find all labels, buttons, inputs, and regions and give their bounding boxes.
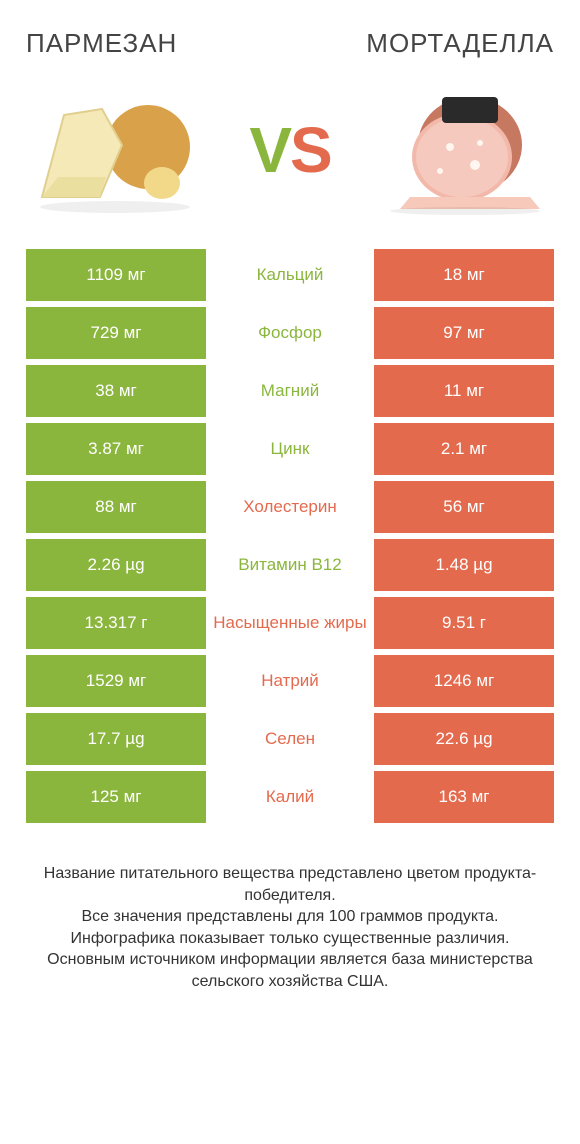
nutrient-label: Селен — [206, 713, 374, 765]
nutrient-row: 125 мгКалий163 мг — [26, 771, 554, 823]
right-value-cell: 9.51 г — [374, 597, 554, 649]
nutrient-label: Магний — [206, 365, 374, 417]
nutrient-label: Калий — [206, 771, 374, 823]
right-value-cell: 22.6 µg — [374, 713, 554, 765]
left-value-cell: 1109 мг — [26, 249, 206, 301]
nutrient-row: 88 мгХолестерин56 мг — [26, 481, 554, 533]
left-value-cell: 88 мг — [26, 481, 206, 533]
right-value-cell: 56 мг — [374, 481, 554, 533]
nutrient-row: 2.26 µgВитамин B121.48 µg — [26, 539, 554, 591]
nutrient-row: 729 мгФосфор97 мг — [26, 307, 554, 359]
left-value-cell: 1529 мг — [26, 655, 206, 707]
vs-v: V — [249, 113, 290, 187]
nutrient-row: 13.317 гНасыщенные жиры9.51 г — [26, 597, 554, 649]
nutrient-label: Кальций — [206, 249, 374, 301]
left-product-title: ПАРМЕЗАН — [26, 28, 177, 59]
left-value-cell: 3.87 мг — [26, 423, 206, 475]
nutrient-label: Фосфор — [206, 307, 374, 359]
nutrient-row: 1529 мгНатрий1246 мг — [26, 655, 554, 707]
right-value-cell: 163 мг — [374, 771, 554, 823]
right-value-cell: 1.48 µg — [374, 539, 554, 591]
nutrient-row: 3.87 мгЦинк2.1 мг — [26, 423, 554, 475]
footer-note: Название питательного вещества представл… — [26, 863, 554, 993]
vs-s: S — [290, 113, 331, 187]
left-value-cell: 125 мг — [26, 771, 206, 823]
left-value-cell: 17.7 µg — [26, 713, 206, 765]
nutrient-row: 38 мгМагний11 мг — [26, 365, 554, 417]
left-product-image — [30, 85, 200, 215]
right-product-title: МОРТАДЕЛЛА — [366, 28, 554, 59]
hero-row: VS — [26, 85, 554, 215]
right-value-cell: 18 мг — [374, 249, 554, 301]
nutrient-row: 17.7 µgСелен22.6 µg — [26, 713, 554, 765]
right-value-cell: 1246 мг — [374, 655, 554, 707]
nutrient-label: Витамин B12 — [206, 539, 374, 591]
nutrient-row: 1109 мгКальций18 мг — [26, 249, 554, 301]
left-value-cell: 2.26 µg — [26, 539, 206, 591]
nutrient-label: Насыщенные жиры — [206, 597, 374, 649]
right-value-cell: 11 мг — [374, 365, 554, 417]
titles-row: ПАРМЕЗАН МОРТАДЕЛЛА — [26, 28, 554, 59]
left-value-cell: 38 мг — [26, 365, 206, 417]
nutrient-label: Холестерин — [206, 481, 374, 533]
left-value-cell: 13.317 г — [26, 597, 206, 649]
vs-badge: VS — [249, 113, 330, 187]
left-value-cell: 729 мг — [26, 307, 206, 359]
nutrient-label: Цинк — [206, 423, 374, 475]
right-value-cell: 2.1 мг — [374, 423, 554, 475]
nutrient-table: 1109 мгКальций18 мг 729 мгФосфор97 мг 38 м… — [26, 249, 554, 823]
nutrient-label: Натрий — [206, 655, 374, 707]
right-value-cell: 97 мг — [374, 307, 554, 359]
right-product-image — [380, 85, 550, 215]
